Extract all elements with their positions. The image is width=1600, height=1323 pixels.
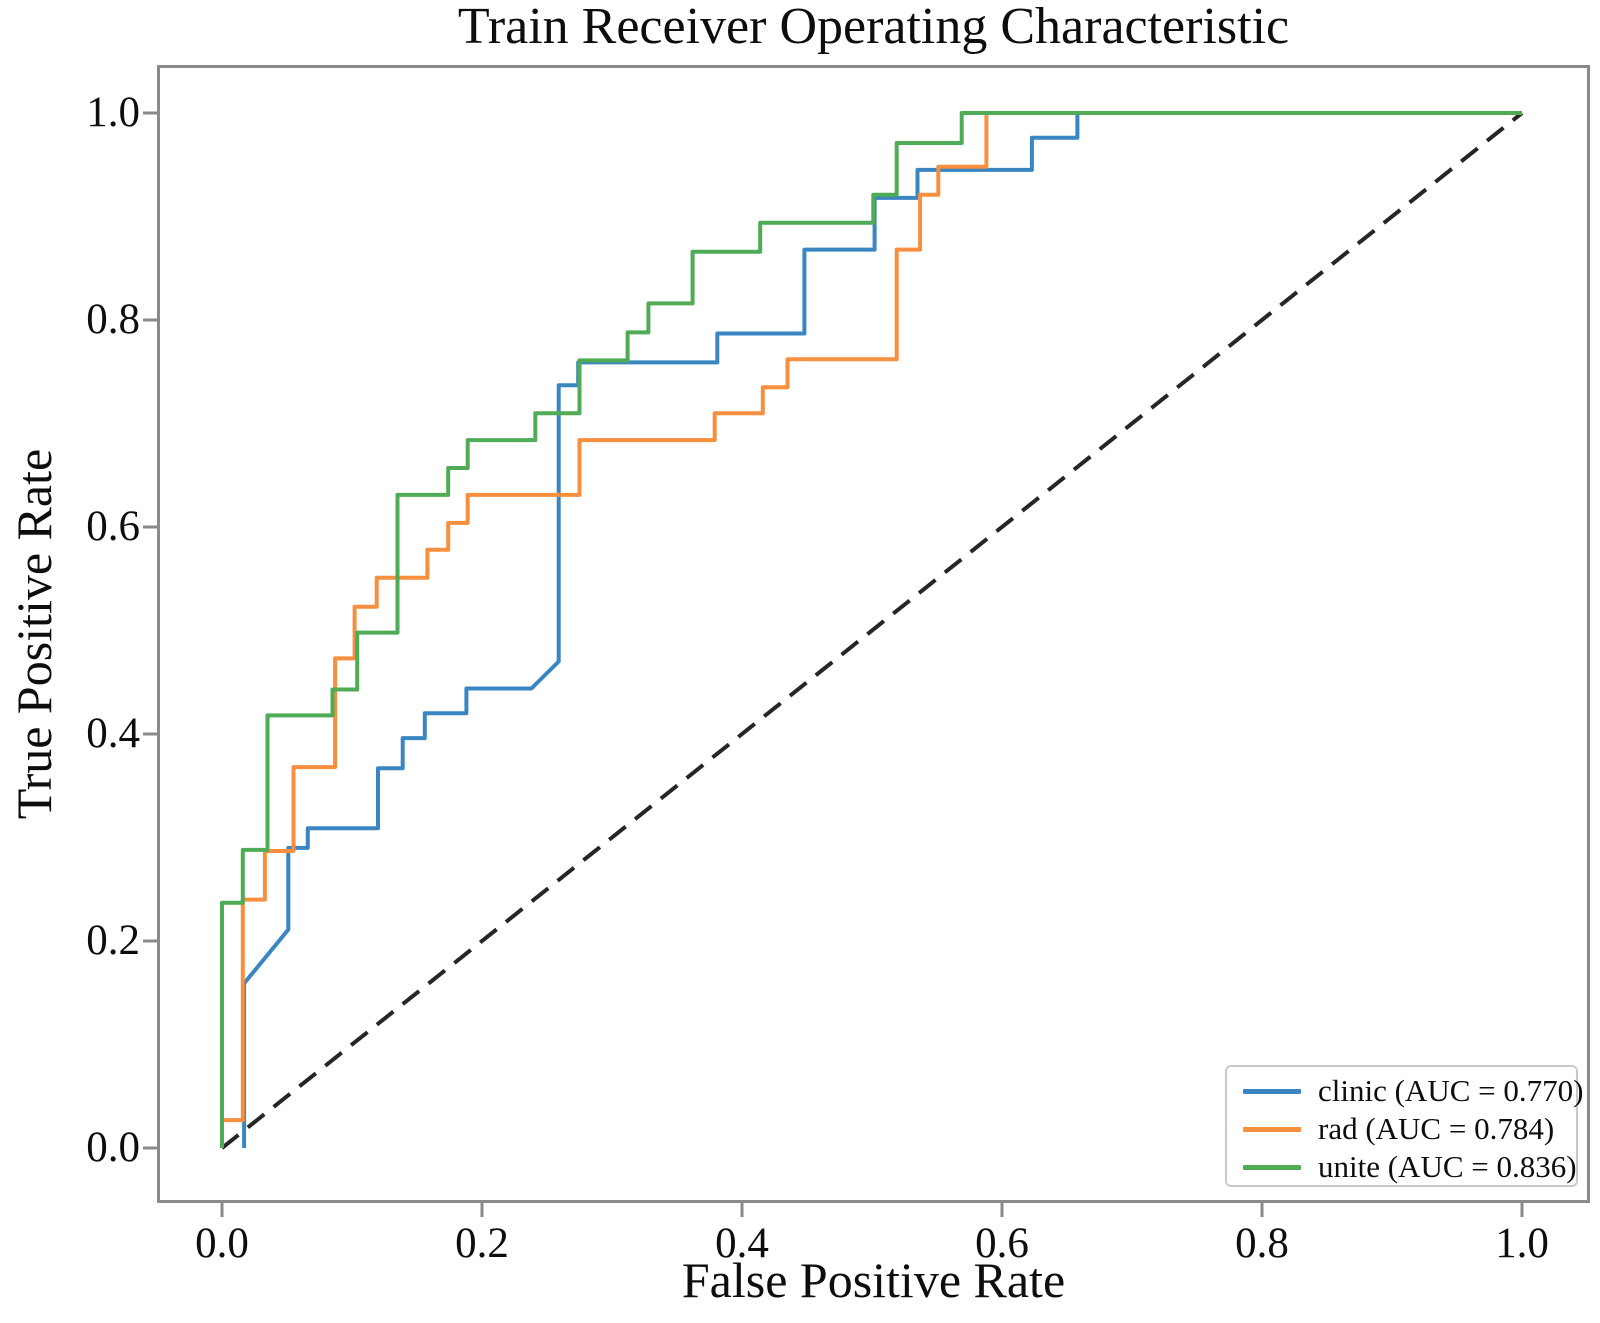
x-tick-label: 0.8 xyxy=(1235,1220,1289,1267)
chance-diagonal-line xyxy=(220,111,1524,1150)
y-tick-label: 0.6 xyxy=(86,503,140,550)
legend-line-sample-clinic xyxy=(1243,1088,1301,1094)
axes-box xyxy=(157,65,1590,1203)
x-axis-label: False Positive Rate xyxy=(681,1252,1066,1308)
y-tick-label: 0.2 xyxy=(86,917,140,964)
legend-item-clinic: clinic (AUC = 0.770) xyxy=(1243,1072,1583,1110)
legend-label-unite: unite (AUC = 0.836) xyxy=(1318,1149,1577,1184)
roc-curve-unite xyxy=(220,111,1522,1148)
y-tick-label: 0.8 xyxy=(86,296,140,343)
legend-item-rad: rad (AUC = 0.784) xyxy=(1243,1110,1576,1148)
y-tick-label: 0.0 xyxy=(86,1124,140,1171)
y-tick-label: 1.0 xyxy=(86,89,140,136)
x-tick-label: 0.4 xyxy=(715,1220,769,1267)
legend-label-clinic: clinic (AUC = 0.770) xyxy=(1318,1073,1584,1108)
y-tick-label: 0.4 xyxy=(86,710,140,757)
legend-line-sample-unite xyxy=(1243,1164,1301,1170)
legend: clinic (AUC = 0.770) rad (AUC = 0.784) u… xyxy=(1225,1065,1583,1187)
chart-title: Train Receiver Operating Characteristic xyxy=(457,0,1290,55)
legend-item-unite: unite (AUC = 0.836) xyxy=(1243,1148,1577,1186)
roc-curve-rad xyxy=(220,111,1522,1148)
x-tick-label: 0.2 xyxy=(455,1220,509,1267)
x-tick-label: 0.0 xyxy=(195,1220,249,1267)
legend-line-sample-rad xyxy=(1243,1126,1301,1132)
legend-label-rad: rad (AUC = 0.784) xyxy=(1318,1111,1555,1146)
roc-curve-clinic xyxy=(242,111,1522,1148)
x-tick-label: 1.0 xyxy=(1495,1220,1549,1267)
x-tick-label: 0.6 xyxy=(975,1220,1029,1267)
